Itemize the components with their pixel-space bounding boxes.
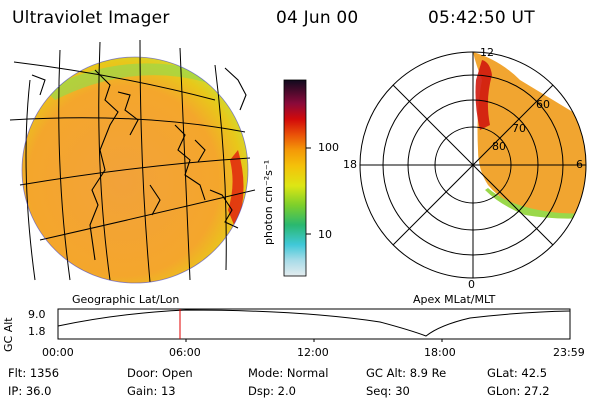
altitude-curve xyxy=(57,309,571,337)
info-seq: Seq: 30 xyxy=(366,384,410,398)
info-glat: GLat: 42.5 xyxy=(487,366,548,380)
colorbar-tick-10: 10 xyxy=(318,228,332,241)
mlt-label-0: 0 xyxy=(468,278,475,291)
colorbar-tick-100: 100 xyxy=(318,141,339,154)
mlt-label-12: 12 xyxy=(480,46,494,59)
altitude-ytick-9: 9.0 xyxy=(28,308,46,321)
mlt-label-6: 6 xyxy=(576,158,583,171)
polar-panel-label: Apex MLat/MLT xyxy=(413,293,496,306)
colorbar xyxy=(283,79,311,277)
info-flt: Flt: 1356 xyxy=(8,366,60,380)
green-fringe xyxy=(45,63,205,100)
date-label: 04 Jun 00 xyxy=(276,8,359,28)
altitude-xtick-0000: 00:00 xyxy=(42,346,74,359)
time-label: 05:42:50 UT xyxy=(428,8,535,28)
info-glon: GLon: 27.2 xyxy=(487,384,550,398)
coastlines xyxy=(31,67,247,261)
auroral-red-band xyxy=(475,60,492,130)
info-dsp: Dsp: 2.0 xyxy=(248,384,296,398)
lat-label-80: 80 xyxy=(492,140,506,153)
earth-disk xyxy=(22,57,248,283)
lat-lon-grid xyxy=(9,39,256,283)
info-door: Door: Open xyxy=(127,366,193,380)
info-ip: IP: 36.0 xyxy=(8,384,52,398)
altitude-ytick-1-8: 1.8 xyxy=(28,325,46,338)
altitude-xtick-1800: 18:00 xyxy=(424,346,456,359)
app-title: Ultraviolet Imager xyxy=(12,8,170,28)
mlt-label-18: 18 xyxy=(343,158,357,171)
info-gcalt: GC Alt: 8.9 Re xyxy=(366,366,447,380)
altitude-xtick-0600: 06:00 xyxy=(169,346,201,359)
lat-label-60: 60 xyxy=(536,98,550,111)
lat-label-70: 70 xyxy=(512,122,526,135)
info-gain: Gain: 13 xyxy=(127,384,176,398)
info-mode: Mode: Normal xyxy=(248,366,329,380)
altitude-xtick-1200: 12:00 xyxy=(297,346,329,359)
geo-panel-label: Geographic Lat/Lon xyxy=(72,293,180,306)
altitude-xtick-2359: 23:59 xyxy=(553,346,585,359)
